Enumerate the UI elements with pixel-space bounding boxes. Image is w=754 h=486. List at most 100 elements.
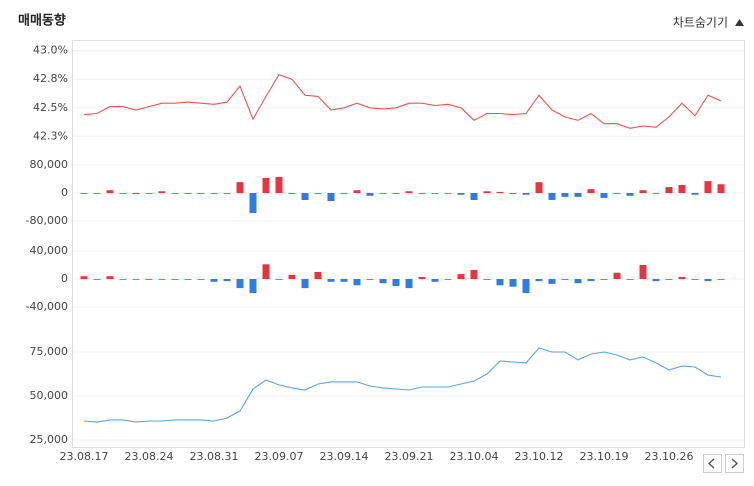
y-tick-label: -80,000	[26, 214, 68, 227]
bar	[444, 193, 452, 194]
bar	[80, 193, 88, 194]
bar	[210, 193, 218, 194]
bar	[496, 279, 504, 286]
bar	[535, 182, 543, 193]
bar	[366, 193, 374, 196]
y-tick-label: 75,000	[30, 345, 69, 358]
bar	[613, 272, 621, 279]
bar	[314, 272, 322, 279]
y-tick-label: 50,000	[30, 389, 69, 402]
bar	[509, 279, 517, 287]
bar	[457, 274, 465, 279]
bar	[379, 193, 387, 194]
bar	[522, 279, 530, 293]
bar	[600, 193, 608, 198]
bar	[444, 279, 452, 280]
bar	[288, 274, 296, 279]
bar	[535, 279, 543, 282]
line	[83, 74, 722, 129]
bar	[587, 189, 595, 193]
bar	[665, 279, 673, 280]
bar	[106, 276, 114, 279]
bar	[288, 193, 296, 194]
x-tick-label: 23.10.19	[580, 450, 629, 463]
bar	[223, 279, 231, 282]
bar	[262, 177, 270, 193]
y-tick-label: 40,000	[30, 244, 69, 257]
x-tick-label: 23.08.17	[60, 450, 109, 463]
bar	[418, 276, 426, 279]
bar	[275, 176, 283, 193]
bar	[626, 279, 634, 280]
bar	[418, 193, 426, 194]
bar	[93, 193, 101, 194]
bar	[483, 279, 491, 280]
y-tick-label: -40,000	[26, 300, 68, 313]
bar	[249, 193, 257, 213]
bar	[301, 193, 309, 200]
nav-next[interactable]	[725, 454, 744, 473]
bar	[132, 193, 140, 195]
bar	[626, 193, 634, 196]
bar	[392, 193, 400, 194]
bar	[509, 193, 517, 195]
bar	[574, 279, 582, 284]
chart-frame	[72, 40, 745, 448]
y-tick-label: 80,000	[30, 158, 69, 171]
bar	[236, 182, 244, 193]
bar	[327, 279, 335, 282]
bar	[340, 279, 348, 282]
bar	[496, 191, 504, 193]
toggle-chart[interactable]: 차트숨기기	[673, 16, 728, 30]
bar	[561, 193, 569, 197]
bar	[145, 193, 153, 194]
bar	[470, 269, 478, 279]
bar	[145, 279, 153, 280]
nav-prev[interactable]	[703, 454, 722, 473]
bar	[652, 193, 660, 194]
bar	[665, 187, 673, 193]
bar	[132, 279, 140, 280]
bar	[171, 279, 179, 280]
bar	[106, 190, 114, 193]
bar	[119, 279, 127, 280]
bar	[223, 193, 231, 194]
bar	[301, 279, 309, 289]
bar	[587, 279, 595, 282]
bar	[717, 279, 725, 280]
bar	[678, 184, 686, 193]
y-tick-label: 42.3%	[33, 129, 68, 142]
x-tick-label: 23.09.07	[255, 450, 304, 463]
bar	[158, 279, 166, 280]
bar	[275, 279, 283, 280]
bar	[119, 193, 127, 194]
bar	[405, 191, 413, 193]
x-tick-label: 23.09.14	[320, 450, 369, 463]
bar	[392, 279, 400, 286]
bar	[171, 193, 179, 194]
bar	[639, 190, 647, 193]
bar	[340, 193, 348, 194]
bar	[197, 279, 205, 280]
page-title: 매매동향	[18, 13, 66, 29]
bar	[691, 279, 699, 280]
bar	[470, 193, 478, 200]
bar	[483, 191, 491, 193]
bar	[379, 279, 387, 284]
bar	[548, 193, 556, 200]
bar	[262, 264, 270, 279]
x-tick-label: 23.10.12	[515, 450, 564, 463]
bar	[522, 193, 530, 195]
bar	[574, 193, 582, 197]
bar	[678, 276, 686, 279]
bar	[431, 279, 439, 282]
toggle-icon[interactable]	[735, 19, 744, 26]
bar	[613, 193, 621, 194]
bar	[691, 193, 699, 195]
bar	[366, 279, 374, 280]
bar	[327, 193, 335, 202]
bar	[405, 279, 413, 289]
bar	[431, 193, 439, 194]
bar	[717, 184, 725, 193]
